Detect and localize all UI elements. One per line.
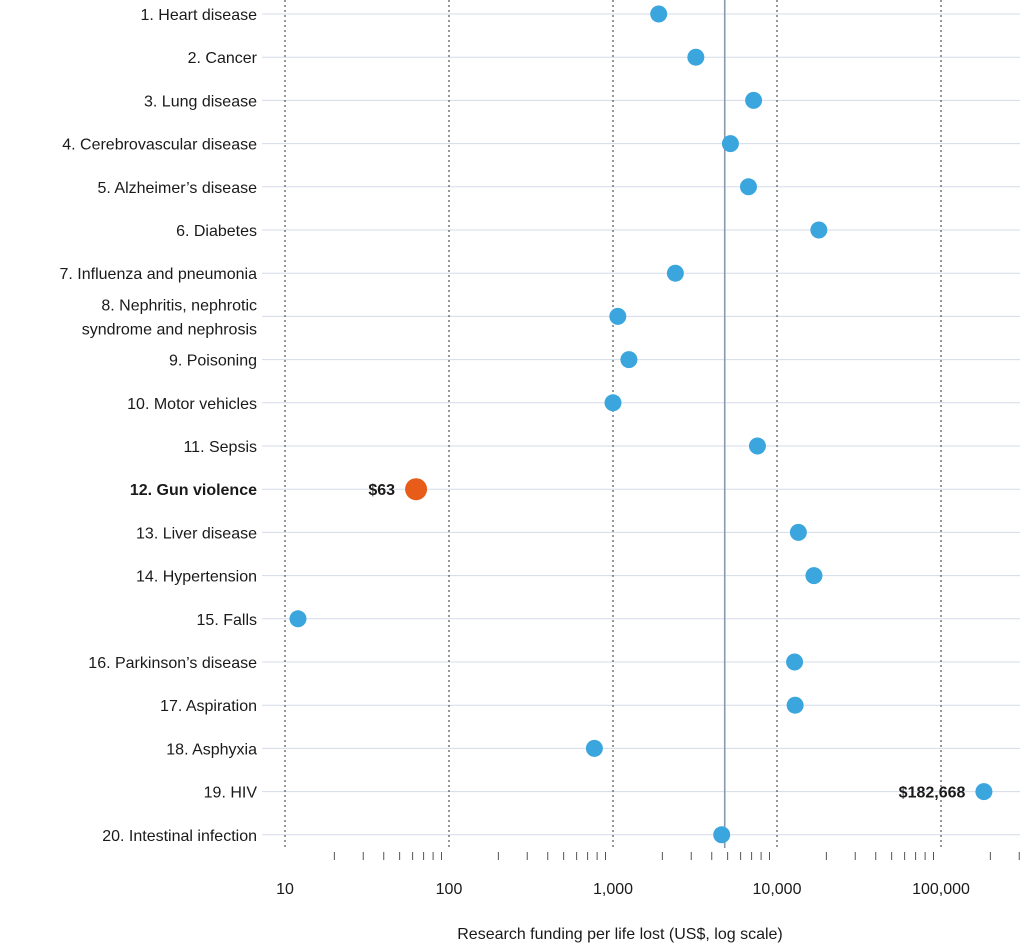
data-label: $63: [368, 482, 395, 499]
category-label: 19. HIV: [204, 785, 258, 802]
data-point: [721, 135, 739, 153]
minor-ticks: [333, 852, 1020, 860]
x-tick-label: 100,000: [912, 881, 970, 898]
x-tick-label: 10: [276, 881, 294, 898]
category-label: 3. Lung disease: [144, 93, 257, 110]
value-labels: $63 $182,668: [368, 482, 965, 801]
data-points: [289, 5, 993, 844]
data-point: [789, 523, 807, 541]
data-point: [666, 264, 684, 282]
data-label: $182,668: [899, 785, 966, 802]
category-label: 20. Intestinal infection: [102, 828, 257, 845]
category-label: syndrome and nephrosis: [82, 321, 257, 338]
category-label: 11. Sepsis: [183, 439, 257, 456]
category-label: 9. Poisoning: [169, 353, 257, 370]
x-tick-label: 10,000: [753, 881, 802, 898]
data-point: [739, 178, 757, 196]
category-label: 4. Cerebrovascular disease: [62, 137, 257, 154]
category-label: 13. Liver disease: [136, 525, 257, 542]
category-label: 7. Influenza and pneumonia: [60, 266, 258, 283]
row-labels: 1. Heart disease 2. Cancer 3. Lung disease…: [60, 7, 258, 845]
category-label: 5. Alzheimer’s disease: [98, 180, 258, 197]
data-point: [687, 48, 705, 66]
category-label: 17. Aspiration: [160, 698, 257, 715]
data-point: [585, 739, 603, 757]
data-point: [975, 783, 993, 801]
data-point: [786, 653, 804, 671]
category-label: 1. Heart disease: [140, 7, 257, 24]
category-label: 6. Diabetes: [176, 223, 257, 240]
x-axis-title: Research funding per life lost (US$, log…: [457, 926, 783, 943]
category-label: 8. Nephritis, nephrotic: [101, 297, 257, 314]
data-point: [405, 478, 428, 501]
category-label: 2. Cancer: [188, 50, 258, 67]
category-label: 14. Hypertension: [136, 569, 257, 586]
grid-lines: [284, 0, 942, 848]
data-point: [650, 5, 668, 23]
data-point: [745, 91, 763, 109]
data-point: [786, 696, 804, 714]
data-point: [289, 610, 307, 628]
data-point: [609, 307, 627, 325]
x-tick-label: 100: [436, 881, 463, 898]
tick-labels: 10 100 1,000 10,000 100,000: [276, 881, 970, 898]
data-point: [713, 826, 731, 844]
data-point: [810, 221, 828, 239]
row-lines: [262, 13, 1020, 836]
data-point: [604, 394, 622, 412]
category-label: 12. Gun violence: [130, 482, 257, 499]
x-tick-label: 1,000: [593, 881, 633, 898]
data-point: [620, 351, 638, 369]
category-label: 10. Motor vehicles: [127, 396, 257, 413]
data-point: [748, 437, 766, 455]
category-label: 15. Falls: [197, 612, 257, 629]
data-point: [805, 567, 823, 585]
category-label: 18. Asphyxia: [166, 741, 257, 758]
category-label: 16. Parkinson’s disease: [88, 655, 257, 672]
